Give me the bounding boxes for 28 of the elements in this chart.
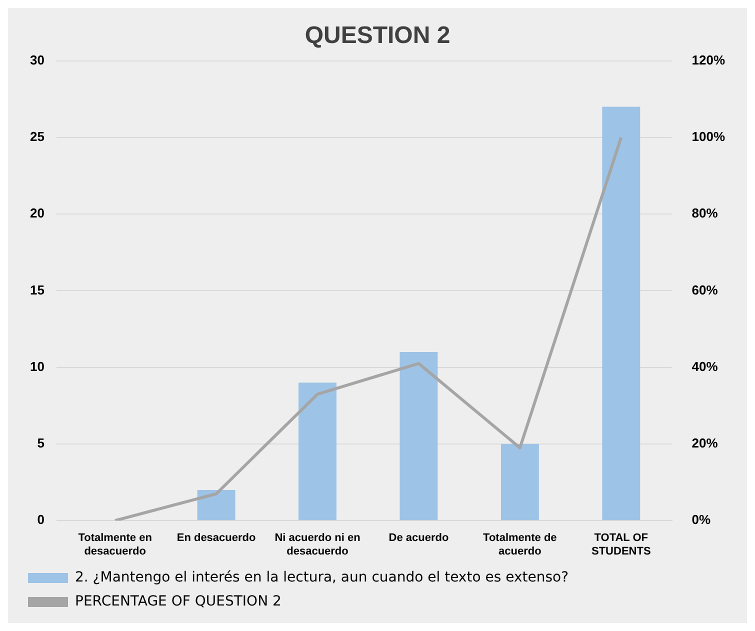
y2-tick-label: 120%	[692, 52, 726, 68]
y2-tick-label: 80%	[692, 206, 718, 221]
bar	[298, 382, 336, 520]
y-tick-label: 10	[30, 358, 44, 374]
y-tick-label: 20	[30, 206, 44, 221]
y-tick-label: 15	[30, 282, 44, 298]
y2-tick-label: 60%	[692, 282, 718, 298]
y2-tick-label: 0%	[692, 512, 711, 528]
y-tick-label: 5	[37, 436, 44, 451]
bar	[400, 352, 438, 520]
y-tick-label: 25	[30, 129, 44, 144]
legend-label: 2. ¿Mantengo el interés en la lectura, aun cuando el texto es extenso?	[75, 570, 568, 586]
x-tick-label: En desacuerdo	[176, 532, 256, 544]
x-tick-label: Totalmente de acuerdo	[483, 532, 557, 558]
y-tick-label: 0	[37, 512, 44, 528]
bar	[500, 444, 539, 520]
x-tick-label: De acuerdo	[388, 532, 449, 544]
y2-tick-label: 20%	[692, 436, 718, 451]
bar	[197, 490, 236, 520]
chart-title: QUESTION 2	[304, 22, 450, 50]
x-tick-label: TOTAL OF STUDENTS	[592, 532, 651, 558]
y2-tick-label: 100%	[692, 129, 726, 144]
legend-label: PERCENTAGE OF QUESTION 2	[75, 594, 282, 610]
bar	[602, 106, 640, 520]
y2-tick-label: 40%	[692, 358, 718, 374]
y-tick-label: 30	[30, 52, 44, 68]
x-tick-label: Ni acuerdo ni en desacuerdo	[274, 532, 361, 558]
x-tick-label: Totalmente en desacuerdo	[78, 532, 152, 558]
